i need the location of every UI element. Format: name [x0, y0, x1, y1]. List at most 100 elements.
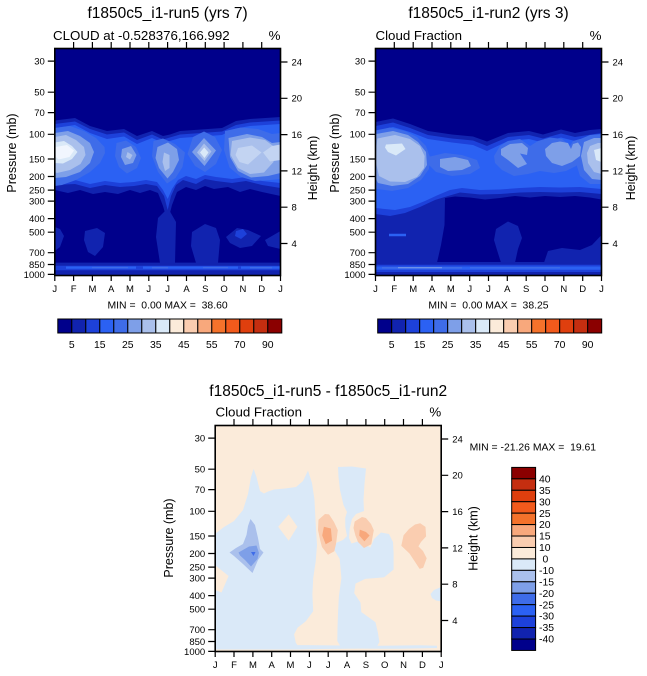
svg-text:300: 300	[189, 574, 205, 585]
svg-text:700: 700	[350, 248, 366, 259]
svg-text:MIN = -21.26 MAX = 19.61: MIN = -21.26 MAX = 19.61	[470, 443, 597, 454]
svg-text:Pressure (mb): Pressure (mb)	[162, 498, 176, 577]
svg-text:200: 200	[350, 172, 366, 183]
svg-text:Height (km): Height (km)	[467, 506, 481, 571]
svg-text:J: J	[599, 284, 604, 295]
svg-text:30: 30	[539, 497, 551, 508]
svg-text:O: O	[220, 284, 227, 295]
svg-text:70: 70	[195, 485, 206, 496]
svg-text:700: 700	[29, 248, 45, 259]
svg-text:24: 24	[292, 57, 303, 68]
svg-text:S: S	[523, 284, 529, 295]
svg-text:250: 250	[29, 186, 45, 197]
svg-text:25: 25	[442, 340, 454, 351]
svg-text:850: 850	[189, 637, 205, 648]
svg-text:25: 25	[539, 509, 551, 520]
svg-text:50: 50	[355, 88, 366, 99]
svg-text:15: 15	[539, 532, 551, 543]
svg-text:A: A	[344, 660, 351, 671]
svg-text:J: J	[307, 660, 312, 671]
svg-text:250: 250	[350, 186, 366, 197]
svg-text:M: M	[249, 660, 257, 671]
svg-text:J: J	[165, 284, 170, 295]
svg-text:J: J	[52, 284, 57, 295]
svg-text:D: D	[419, 660, 426, 671]
svg-text:1000: 1000	[344, 270, 365, 281]
svg-text:CLOUD at -0.528376,166.992: CLOUD at -0.528376,166.992	[53, 28, 230, 43]
svg-text:F: F	[231, 660, 237, 671]
svg-text:J: J	[439, 660, 444, 671]
svg-text:16: 16	[613, 130, 624, 141]
svg-text:A: A	[504, 284, 511, 295]
svg-text:MIN = 0.00 MAX = 38.60: MIN = 0.00 MAX = 38.60	[108, 301, 228, 312]
svg-text:M: M	[88, 284, 96, 295]
svg-text:D: D	[579, 284, 586, 295]
svg-text:-10: -10	[539, 566, 554, 577]
svg-text:Height (km): Height (km)	[306, 136, 320, 201]
svg-text:500: 500	[350, 228, 366, 239]
svg-text:J: J	[373, 284, 378, 295]
svg-text:J: J	[213, 660, 218, 671]
svg-text:40: 40	[539, 474, 551, 485]
svg-text:M: M	[447, 284, 455, 295]
svg-text:70: 70	[355, 108, 366, 119]
svg-text:700: 700	[189, 625, 205, 636]
svg-text:150: 150	[189, 531, 205, 542]
svg-text:A: A	[183, 284, 190, 295]
svg-text:300: 300	[350, 197, 366, 208]
svg-text:150: 150	[350, 154, 366, 165]
svg-text:20: 20	[292, 94, 303, 105]
svg-text:30: 30	[195, 434, 206, 445]
svg-text:10: 10	[539, 543, 551, 554]
svg-text:55: 55	[206, 340, 218, 351]
svg-text:35: 35	[150, 340, 162, 351]
svg-text:45: 45	[178, 340, 190, 351]
svg-text:J: J	[146, 284, 151, 295]
svg-text:12: 12	[292, 166, 303, 177]
svg-text:-30: -30	[539, 612, 554, 623]
svg-text:O: O	[541, 284, 548, 295]
svg-text:5: 5	[69, 340, 75, 351]
svg-text:70: 70	[234, 340, 246, 351]
svg-text:500: 500	[29, 228, 45, 239]
svg-text:S: S	[363, 660, 369, 671]
svg-text:100: 100	[29, 130, 45, 141]
svg-text:50: 50	[34, 88, 45, 99]
svg-text:A: A	[108, 284, 115, 295]
svg-text:J: J	[326, 660, 331, 671]
svg-text:-15: -15	[539, 577, 554, 588]
svg-text:M: M	[287, 660, 295, 671]
svg-text:A: A	[269, 660, 276, 671]
svg-text:16: 16	[292, 130, 303, 141]
svg-text:N: N	[400, 660, 407, 671]
svg-text:200: 200	[29, 172, 45, 183]
svg-text:400: 400	[350, 214, 366, 225]
svg-text:J: J	[486, 284, 491, 295]
svg-text:N: N	[560, 284, 567, 295]
svg-text:M: M	[409, 284, 417, 295]
svg-text:15: 15	[414, 340, 426, 351]
svg-text:8: 8	[452, 580, 457, 591]
svg-text:F: F	[391, 284, 397, 295]
svg-text:Height (km): Height (km)	[624, 136, 638, 201]
svg-text:45: 45	[498, 340, 510, 351]
svg-text:55: 55	[526, 340, 538, 351]
svg-text:200: 200	[189, 549, 205, 560]
svg-text:8: 8	[292, 203, 297, 214]
svg-text:Pressure (mb): Pressure (mb)	[328, 113, 342, 192]
svg-text:100: 100	[189, 507, 205, 518]
svg-text:50: 50	[195, 465, 206, 476]
svg-text:250: 250	[189, 563, 205, 574]
svg-text:400: 400	[29, 214, 45, 225]
svg-text:%: %	[269, 28, 281, 43]
svg-text:4: 4	[613, 239, 618, 250]
svg-text:850: 850	[29, 260, 45, 271]
svg-text:4: 4	[452, 616, 457, 627]
svg-text:Pressure (mb): Pressure (mb)	[5, 113, 19, 192]
svg-text:Cloud Fraction: Cloud Fraction	[376, 28, 462, 43]
svg-text:70: 70	[554, 340, 566, 351]
svg-text:35: 35	[470, 340, 482, 351]
svg-text:100: 100	[350, 130, 366, 141]
svg-text:J: J	[467, 284, 472, 295]
svg-text:D: D	[258, 284, 265, 295]
